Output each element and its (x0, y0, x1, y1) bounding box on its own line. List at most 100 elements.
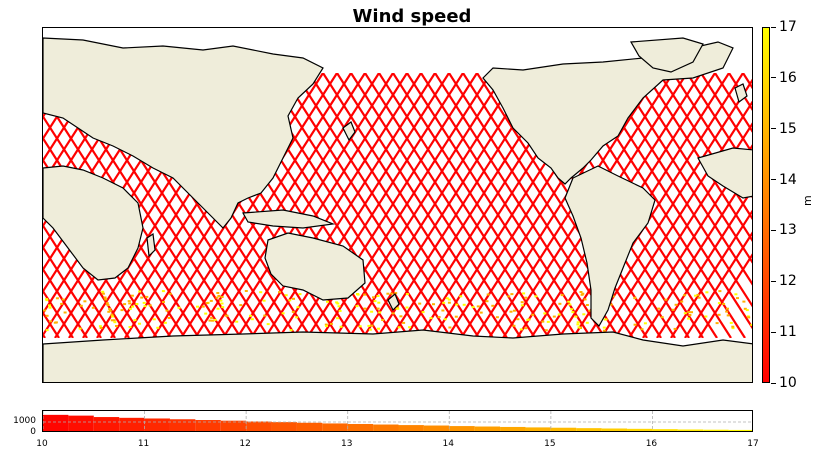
high-wind-point (448, 326, 452, 329)
high-wind-point (534, 295, 538, 298)
high-wind-point (576, 323, 580, 326)
high-wind-point (372, 296, 375, 299)
colorbar-tick-label: 12 (779, 273, 797, 290)
high-wind-point (148, 304, 152, 307)
high-wind-point (519, 328, 523, 331)
histogram-x-tick-label: 12 (239, 439, 251, 449)
high-wind-point (215, 296, 219, 299)
high-wind-point (284, 294, 288, 297)
high-wind-point (48, 306, 52, 309)
high-wind-point (437, 316, 441, 319)
high-wind-point (211, 319, 215, 322)
histogram-y-tick-label: 0 (30, 427, 36, 437)
colorbar-tick-label: 17 (779, 19, 797, 35)
track-line (222, 73, 394, 338)
high-wind-point (585, 321, 589, 324)
high-wind-point (281, 312, 285, 315)
high-wind-point (495, 316, 499, 319)
high-wind-point (690, 311, 693, 314)
track-line (614, 122, 752, 338)
high-wind-point (291, 310, 295, 313)
high-wind-point (491, 304, 495, 307)
high-wind-point (363, 293, 367, 296)
high-wind-point (546, 320, 550, 323)
high-wind-point (98, 325, 102, 328)
high-wind-point (167, 317, 171, 319)
colorbar-tick-label: 16 (779, 69, 797, 86)
high-wind-point (524, 327, 528, 330)
high-wind-point (574, 315, 578, 318)
track-line (280, 73, 452, 338)
track-line (336, 73, 508, 338)
high-wind-point (421, 311, 425, 314)
high-wind-point (510, 293, 514, 296)
histogram-bar (195, 420, 221, 431)
high-wind-point (205, 302, 209, 305)
high-wind-point (152, 318, 156, 321)
high-wind-point (259, 291, 263, 294)
histogram-bar (474, 426, 501, 431)
high-wind-point (363, 307, 367, 310)
high-wind-point (338, 309, 342, 312)
histogram-x-tick-label: 17 (747, 439, 759, 449)
histogram-bar (677, 429, 704, 431)
track-line (628, 144, 752, 338)
high-wind-point (368, 328, 372, 331)
histogram-bar (550, 427, 577, 431)
high-wind-point (220, 302, 224, 305)
colorbar-tick (771, 77, 776, 79)
high-wind-point (660, 316, 664, 319)
track-line (350, 73, 522, 338)
high-wind-point (204, 312, 208, 315)
high-wind-point (335, 301, 339, 304)
high-wind-point (213, 318, 217, 321)
high-wind-point (370, 310, 374, 313)
histogram-bar (43, 414, 69, 431)
high-wind-point (583, 298, 587, 301)
high-wind-point (367, 324, 371, 327)
high-wind-band (43, 290, 752, 332)
track-line (166, 73, 338, 338)
high-wind-point (558, 302, 562, 305)
high-wind-point (445, 297, 449, 300)
track-line (264, 73, 436, 338)
histogram-bar (93, 417, 120, 431)
high-wind-point (263, 314, 267, 317)
track-line (586, 78, 752, 338)
track-line (250, 73, 422, 338)
map-canvas (43, 37, 752, 382)
high-wind-point (217, 294, 221, 297)
high-wind-point (337, 305, 341, 308)
histogram-bar (728, 429, 752, 431)
high-wind-point (108, 309, 112, 312)
south-america (564, 165, 656, 327)
high-wind-point (447, 301, 451, 304)
track-line (656, 187, 752, 338)
colorbar-tick (771, 229, 776, 231)
high-wind-point (643, 322, 647, 325)
track-line (43, 223, 116, 338)
plot-title: Wind speed (352, 6, 472, 27)
high-wind-point (131, 305, 135, 308)
histogram-bar (220, 420, 247, 431)
australia (264, 232, 366, 301)
eurasia (43, 37, 324, 229)
histogram-x-tick-label: 13 (340, 439, 353, 449)
high-wind-point (611, 295, 615, 298)
histogram-y-tick-label: 1000 (13, 416, 36, 426)
histogram-bar (500, 426, 526, 431)
track-line (698, 253, 752, 338)
high-wind-point (104, 298, 108, 301)
high-wind-point (113, 321, 117, 324)
africa (43, 165, 144, 281)
high-wind-point (289, 329, 293, 332)
track-line (642, 166, 752, 338)
high-wind-point (726, 314, 730, 317)
high-wind-point (112, 319, 116, 322)
high-wind-point (244, 290, 248, 292)
histogram-bar (68, 415, 94, 431)
high-wind-point (718, 290, 722, 293)
high-wind-point (729, 321, 733, 324)
histogram-canvas (43, 411, 752, 431)
high-wind-point (688, 314, 692, 316)
